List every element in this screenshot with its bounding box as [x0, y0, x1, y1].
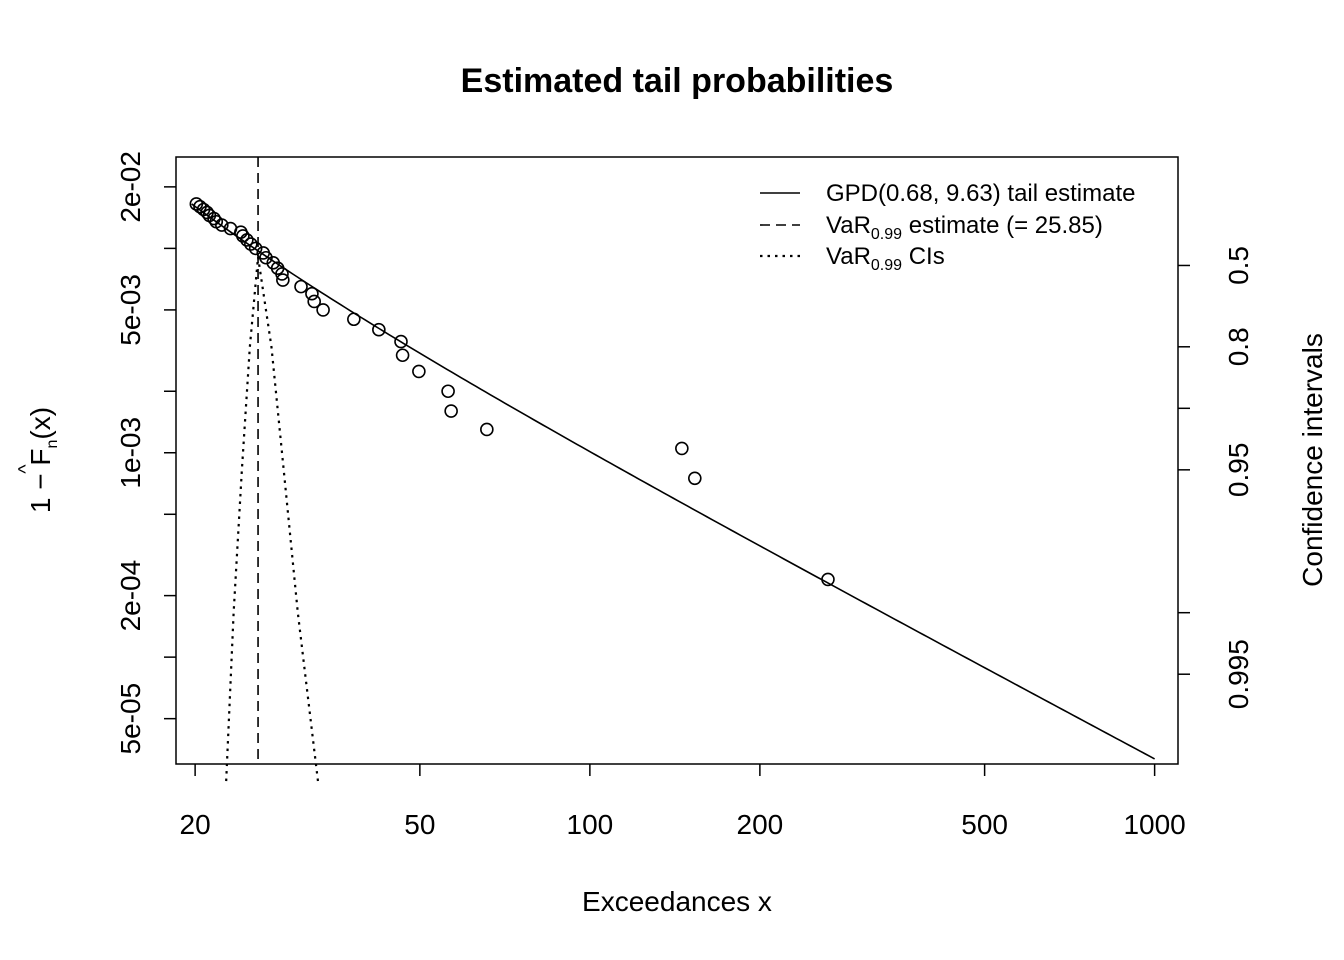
legend-var-rest: estimate (= 25.85) — [902, 212, 1103, 239]
data-point — [821, 572, 835, 587]
data-point — [441, 384, 455, 399]
y-axis-label-text: 1 − Fn(x) — [25, 407, 61, 513]
chart-title: Estimated tail probabilities — [461, 62, 894, 100]
data-point — [248, 241, 263, 256]
legend-label-dotted: VaR0.99 CIs — [826, 243, 945, 274]
y-tick-label-2: 5e-03 — [115, 274, 146, 346]
data-point — [244, 237, 258, 251]
y-label-lead: 1 − — [25, 466, 56, 513]
y-tick-label-6: 2e-04 — [115, 560, 146, 632]
gpd-tail-line — [191, 203, 1155, 760]
legend-label-solid: GPD(0.68, 9.63) tail estimate — [826, 180, 1135, 207]
y-axis: 2e-02 5e-03 1e-03 2e-04 5e-05 — [115, 151, 176, 754]
y-tick-label-4: 1e-03 — [115, 417, 146, 489]
data-point — [688, 471, 702, 486]
data-point — [305, 286, 319, 301]
var-ci-right-curve — [256, 256, 320, 782]
x-tick-label-500: 500 — [961, 809, 1008, 840]
x-tick-label-20: 20 — [180, 809, 211, 840]
y-label-sub: n — [44, 440, 61, 449]
legend-var: VaR — [826, 243, 871, 270]
data-point — [294, 279, 308, 294]
data-point — [412, 364, 426, 379]
y-label-tail: (x) — [25, 407, 56, 440]
x-axis: 20 50 100 200 500 1000 — [180, 764, 1186, 840]
x-axis-label: Exceedances x — [582, 886, 772, 917]
data-point — [307, 294, 322, 309]
y-tick-label-0: 2e-02 — [115, 151, 146, 223]
data-point — [372, 322, 386, 337]
x-tick-label-50: 50 — [404, 809, 435, 840]
data-point — [444, 404, 458, 418]
legend-label-dashed: VaR0.99 estimate (= 25.85) — [826, 212, 1103, 243]
y2-tick-label-0: 0.5 — [1223, 246, 1254, 285]
plot-frame — [175, 156, 1179, 765]
y2-tick-label-5: 0.995 — [1223, 639, 1254, 709]
data-point — [276, 273, 290, 287]
data-point — [347, 312, 361, 327]
data-series — [189, 157, 1155, 782]
y2-tick-label-1: 0.8 — [1223, 327, 1254, 366]
x-tick-label-200: 200 — [737, 809, 784, 840]
x-tick-label-1000: 1000 — [1123, 809, 1185, 840]
data-point — [207, 211, 221, 226]
data-point — [215, 218, 229, 232]
y-axis-label: 1 − Fn(x) ^ — [15, 407, 61, 513]
data-point — [316, 303, 330, 317]
legend-var: VaR — [826, 212, 871, 239]
data-point — [240, 233, 254, 247]
x-tick-label-100: 100 — [567, 809, 614, 840]
data-point — [394, 334, 408, 349]
y2-axis-label: Confidence intervals — [1297, 333, 1328, 587]
legend-var-subscript: 0.99 — [871, 257, 902, 274]
data-point — [675, 441, 689, 456]
var-ci-left-curve — [225, 256, 260, 782]
legend-var-rest: CIs — [902, 243, 945, 270]
y-label-hat: ^ — [15, 464, 37, 474]
legend-var-subscript: 0.99 — [871, 226, 902, 243]
data-point — [395, 348, 410, 363]
confidence-axis: 0.5 0.8 0.95 0.995 — [1178, 246, 1254, 709]
y2-tick-label-3: 0.95 — [1223, 443, 1254, 498]
data-point — [236, 229, 250, 243]
data-point — [275, 267, 289, 281]
y-label-f: F — [25, 448, 56, 465]
data-point — [480, 422, 494, 437]
y-tick-label-8: 5e-05 — [115, 683, 146, 755]
